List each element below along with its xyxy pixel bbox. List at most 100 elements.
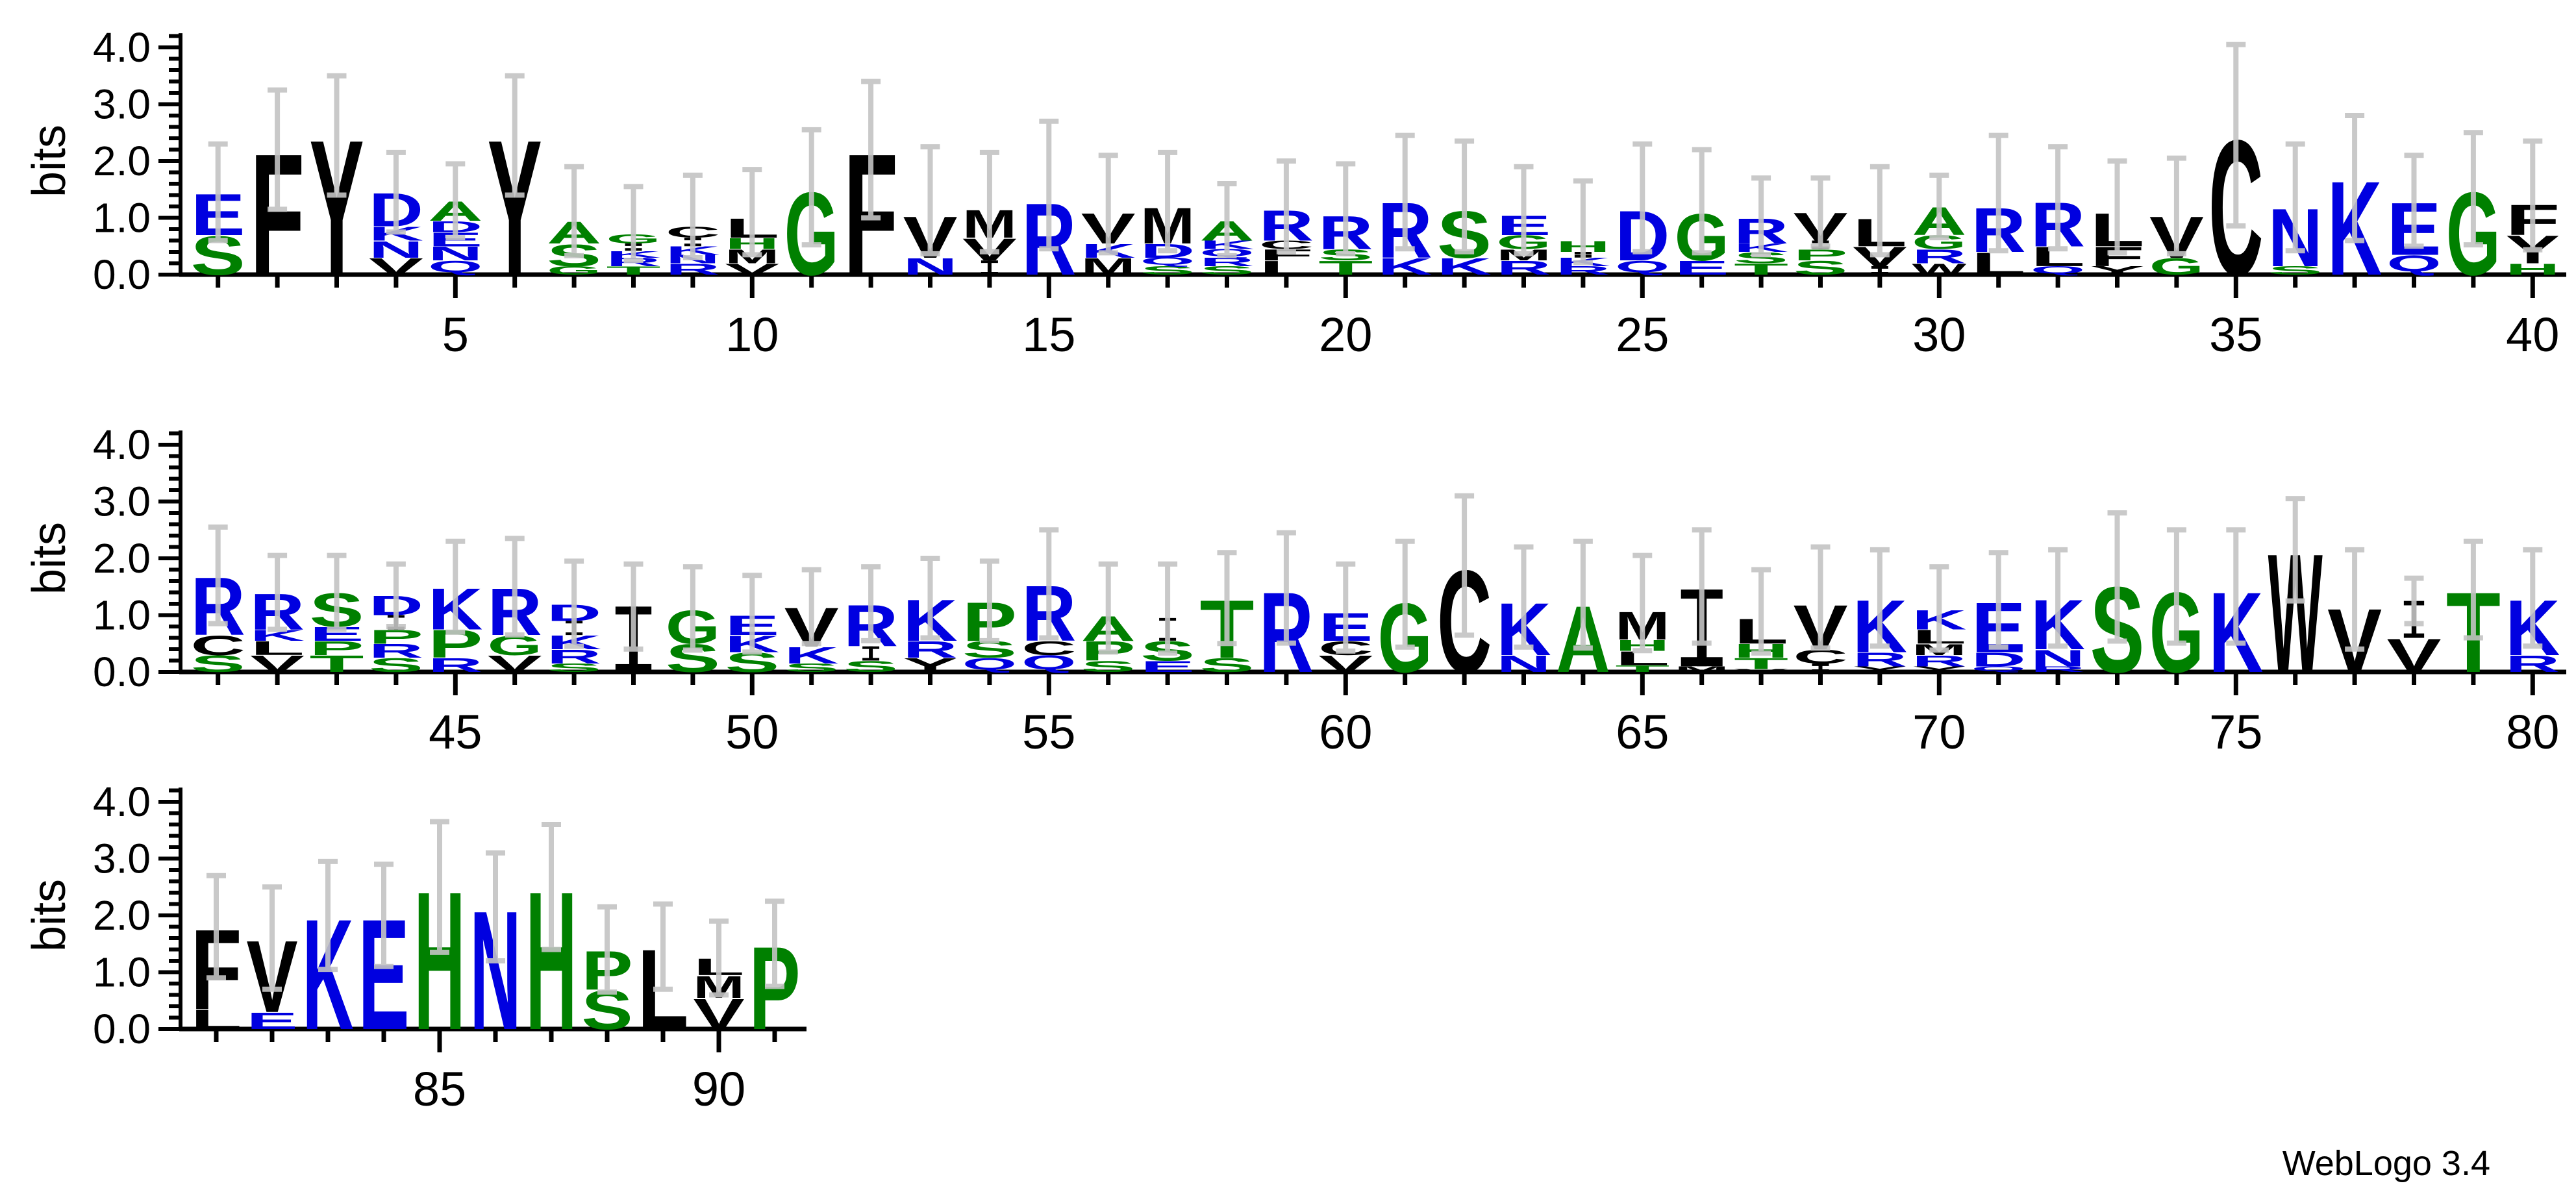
logo-letter-S: S xyxy=(369,654,423,676)
error-bar xyxy=(542,822,561,952)
error-bar xyxy=(2226,42,2246,229)
error-bar xyxy=(920,144,940,256)
error-bar xyxy=(206,873,226,981)
logo-row-1: 0.01.02.03.04.0bitsSEFYVNKDQNEDA5YGSATRK… xyxy=(23,24,2566,362)
x-tick-label: 70 xyxy=(1912,705,1966,759)
error-bar xyxy=(2226,527,2246,646)
y-tick-label: 2.0 xyxy=(93,138,151,184)
logo-letter-Y: Y xyxy=(903,654,957,676)
x-tick-label: 20 xyxy=(1319,308,1372,362)
y-tick-label: 3.0 xyxy=(93,81,151,128)
error-bar xyxy=(1276,158,1296,254)
error-bar xyxy=(861,564,881,643)
y-tick-label: 0.0 xyxy=(93,1006,151,1052)
logo-row-2: 0.01.02.03.04.0bitsSCRVLKRTPESSRPDRPK45V… xyxy=(23,421,2566,759)
logo-letter-T: T xyxy=(1318,257,1373,279)
y-tick-label: 2.0 xyxy=(93,535,151,582)
logo-letter-R: R xyxy=(547,646,601,668)
error-bar xyxy=(1751,567,1771,656)
x-tick-label: 60 xyxy=(1319,705,1372,759)
error-bar xyxy=(445,538,466,635)
error-bar xyxy=(623,184,644,263)
logo-letter-H: H xyxy=(2505,260,2560,278)
logo-letter-P: P xyxy=(309,638,364,660)
error-bar xyxy=(2523,547,2543,649)
x-tick-label: 50 xyxy=(725,705,779,759)
error-bar xyxy=(2048,547,2068,649)
error-bar xyxy=(1158,561,1178,656)
y-tick-label: 1.0 xyxy=(93,195,151,242)
logo-letter-R: R xyxy=(1912,652,1966,669)
logo-letter-K: K xyxy=(1437,253,1492,280)
logo-letter-T: T xyxy=(1615,663,1669,674)
logo-letter-D: D xyxy=(1971,649,2026,671)
attribution-text: WebLogo 3.4 xyxy=(2282,1144,2490,1183)
error-bar xyxy=(486,850,505,963)
error-bar xyxy=(765,899,784,989)
logo-letter-S: S xyxy=(547,662,601,675)
y-tick-label: 4.0 xyxy=(93,778,151,825)
logo-letter-R: R xyxy=(1912,245,1966,267)
error-bar xyxy=(801,127,821,248)
logo-letter-S: S xyxy=(1081,658,1136,675)
x-tick-label: 85 xyxy=(413,1062,466,1116)
error-bar xyxy=(1810,175,1831,249)
error-bar xyxy=(1869,164,1890,258)
error-bar xyxy=(1869,547,1890,649)
error-bar xyxy=(1751,175,1771,258)
error-bar xyxy=(374,862,394,969)
logo-letter-W: W xyxy=(1912,260,1967,278)
error-bar xyxy=(1514,544,1534,650)
error-bar xyxy=(2166,527,2186,646)
logo-letter-V: V xyxy=(250,651,305,677)
y-tick-label: 3.0 xyxy=(93,478,151,525)
y-tick-label: 1.0 xyxy=(93,949,151,996)
logo-letter-T: T xyxy=(1734,260,1788,278)
x-tick-label: 35 xyxy=(2209,308,2262,362)
logo-letter-V: V xyxy=(693,990,744,1038)
error-bar xyxy=(386,149,406,235)
error-bar xyxy=(430,819,449,955)
x-tick-label: 10 xyxy=(725,308,779,362)
logo-letter-V: V xyxy=(725,260,779,278)
error-bar xyxy=(742,573,762,655)
logo-letter-Q: Q xyxy=(1140,256,1195,267)
x-tick-label: 45 xyxy=(429,705,482,759)
x-tick-label: 80 xyxy=(2506,705,2559,759)
logo-letter-R: R xyxy=(2505,651,2560,677)
x-tick-label: 5 xyxy=(442,308,469,362)
error-bar xyxy=(1158,149,1178,254)
logo-letter-N: N xyxy=(903,253,957,280)
logo-letter-C: C xyxy=(191,630,245,661)
logo-stack-8: TRKG xyxy=(606,232,660,277)
error-bar xyxy=(2166,155,2186,256)
error-bar xyxy=(1455,138,1475,254)
error-bar xyxy=(1810,544,1831,651)
logo-letter-T: T xyxy=(1734,655,1788,673)
logo-letter-Q: Q xyxy=(1971,665,2026,673)
logo-letter-Q: Q xyxy=(962,654,1017,673)
logo-letter-R: R xyxy=(1556,264,1610,277)
error-bar xyxy=(682,564,703,653)
error-bar xyxy=(861,79,881,221)
error-bar xyxy=(742,167,762,258)
logo-letter-Y: Y xyxy=(2090,264,2144,277)
error-bar xyxy=(268,552,288,632)
logo-letter-R: R xyxy=(2031,665,2085,674)
logo-letter-R: R xyxy=(1496,257,1551,279)
error-bar xyxy=(1039,527,1059,641)
x-tick-label: 65 xyxy=(1616,705,1669,759)
error-bar xyxy=(1395,132,1415,252)
error-bar xyxy=(2107,158,2127,256)
error-bar xyxy=(1692,527,1712,646)
logo-letter-R: R xyxy=(903,637,957,663)
error-bar xyxy=(1039,118,1059,252)
error-bar xyxy=(1632,141,1653,254)
logo-letter-G: G xyxy=(547,264,601,277)
logo-letter-L: L xyxy=(1259,257,1314,279)
logo-letter-N: N xyxy=(1496,651,1551,677)
logo-letter-K: K xyxy=(784,642,839,669)
error-bar xyxy=(1098,153,1118,256)
logo-letter-S: S xyxy=(784,662,839,675)
error-bar xyxy=(979,149,999,254)
